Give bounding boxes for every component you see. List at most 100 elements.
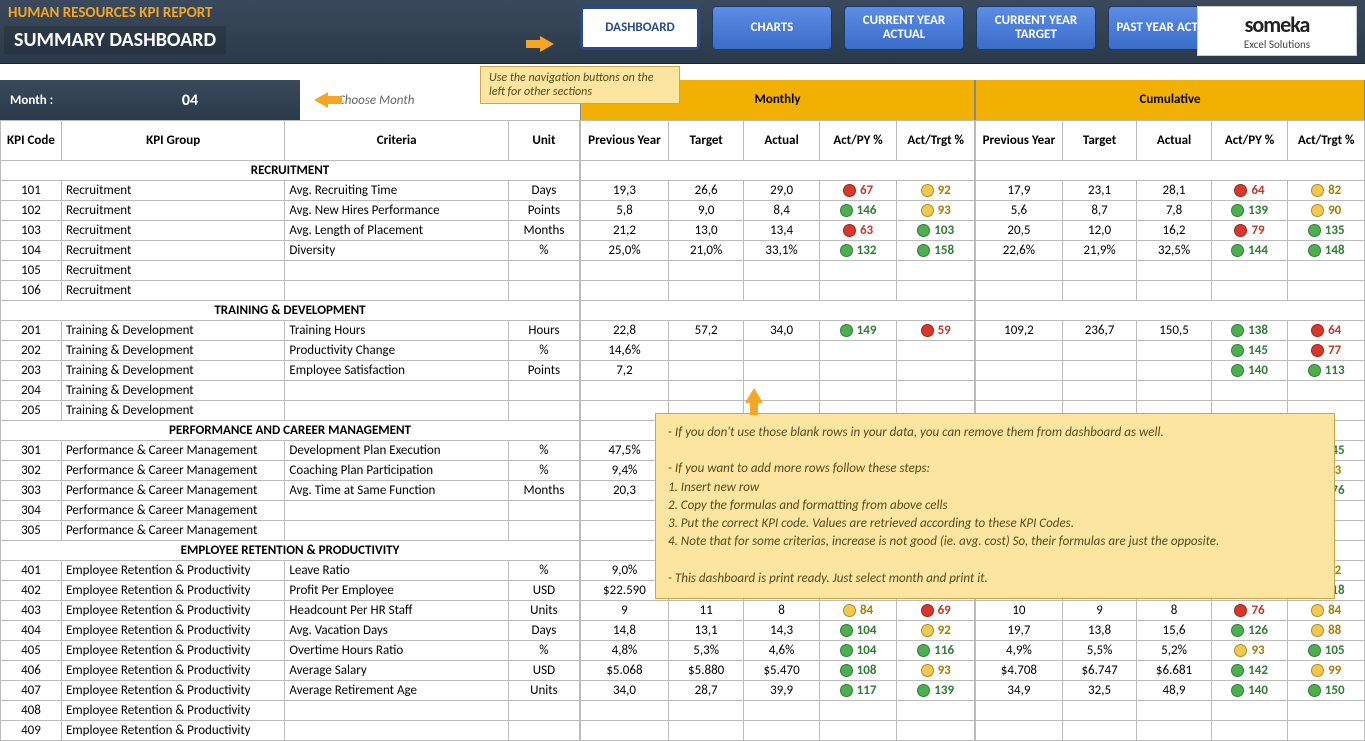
cell: [1062, 281, 1136, 301]
criteria-cell: Avg. Length of Placement: [285, 221, 508, 241]
pct-cell: 93: [897, 201, 975, 221]
cell: [581, 261, 669, 281]
unit-cell: [508, 701, 579, 721]
nav-cy-actual-button[interactable]: CURRENT YEAR ACTUAL: [844, 6, 964, 50]
pct-cell: [819, 721, 897, 741]
py-cell: 7,2: [581, 361, 669, 381]
pct-value: 150: [1325, 683, 1345, 698]
data-row: $5.068$5.880$5.47010893: [581, 661, 975, 681]
code-cell: 304: [1, 501, 62, 521]
status-dot-icon: [1311, 344, 1324, 357]
pct-cell: 76: [1211, 601, 1288, 621]
criteria-cell: Profit Per Employee: [285, 581, 508, 601]
choose-month-text: Choose Month: [338, 93, 414, 108]
status-dot-icon: [843, 604, 856, 617]
status-dot-icon: [921, 204, 934, 217]
data-row: 7,2: [581, 361, 975, 381]
kpi-row: 204Training & Development: [1, 381, 580, 401]
status-dot-icon: [1308, 684, 1321, 697]
pct-cell: 140: [1211, 361, 1288, 381]
pct-cell: 145: [1211, 341, 1288, 361]
code-cell: 302: [1, 461, 62, 481]
nav-charts-button[interactable]: CHARTS: [712, 6, 832, 50]
group-cell: Performance & Career Management: [61, 441, 284, 461]
pct-value: 69: [938, 603, 951, 618]
criteria-cell: Avg. Vacation Days: [285, 621, 508, 641]
status-dot-icon: [840, 324, 853, 337]
criteria-cell: Leave Ratio: [285, 561, 508, 581]
unit-cell: [508, 501, 579, 521]
kpi-row: 202Training & DevelopmentProductivity Ch…: [1, 341, 580, 361]
py-cell: 4,9%: [976, 641, 1063, 661]
pct-value: 104: [857, 643, 877, 658]
group-cell: Performance & Career Management: [61, 501, 284, 521]
pct-cell: [897, 721, 975, 741]
kpi-row: 402Employee Retention & ProductivityProf…: [1, 581, 580, 601]
kpi-left-table: KPI Code KPI Group Criteria Unit RECRUIT…: [0, 120, 580, 741]
unit-cell: [508, 721, 579, 741]
actual-cell: 16,2: [1137, 221, 1211, 241]
col-c-actual: Actual: [1137, 121, 1211, 161]
unit-cell: Months: [508, 481, 579, 501]
group-title: RECRUITMENT: [1, 161, 580, 181]
hint-instructions: - If you don't use those blank rows in y…: [655, 413, 1335, 599]
data-row: [976, 261, 1365, 281]
code-cell: 406: [1, 661, 62, 681]
criteria-cell: [285, 281, 508, 301]
py-cell: 9: [581, 601, 669, 621]
group-cell: Recruitment: [61, 201, 284, 221]
py-cell: $4.708: [976, 661, 1063, 681]
data-row: 34,932,548,9140150: [976, 681, 1365, 701]
py-cell: 21,2: [581, 221, 669, 241]
pct-cell: [819, 381, 897, 401]
code-cell: 105: [1, 261, 62, 281]
kpi-row: 106Recruitment: [1, 281, 580, 301]
py-cell: [976, 361, 1063, 381]
status-dot-icon: [840, 204, 853, 217]
unit-cell: USD: [508, 661, 579, 681]
actual-cell: 15,6: [1137, 621, 1211, 641]
data-row: [581, 261, 975, 281]
kpi-row: 409Employee Retention & Productivity: [1, 721, 580, 741]
month-selector[interactable]: Month : 04: [0, 80, 300, 120]
cell: [1137, 261, 1211, 281]
kpi-row: 105Recruitment: [1, 261, 580, 281]
target-cell: 5,3%: [668, 641, 743, 661]
nav-cy-target-button[interactable]: CURRENT YEAR TARGET: [976, 6, 1096, 50]
group-cell: Training & Development: [61, 321, 284, 341]
cell: [744, 701, 819, 721]
pct-cell: 84: [1288, 601, 1365, 621]
pct-cell: [1288, 721, 1365, 741]
status-dot-icon: [1231, 364, 1244, 377]
group-header-row: TRAINING & DEVELOPMENT: [1, 301, 580, 321]
spacer: [581, 301, 975, 321]
py-cell: 10: [976, 601, 1063, 621]
pct-cell: 103: [897, 221, 975, 241]
actual-cell: [1137, 361, 1211, 381]
nav-dashboard-button[interactable]: DASHBOARD: [580, 6, 700, 50]
pct-cell: [897, 341, 975, 361]
unit-cell: [508, 401, 579, 421]
group-cell: Employee Retention & Productivity: [61, 681, 284, 701]
pct-cell: [1288, 261, 1365, 281]
pct-cell: 139: [897, 681, 975, 701]
data-row: [581, 381, 975, 401]
logo-text: someka: [1245, 11, 1310, 38]
pct-cell: [897, 281, 975, 301]
pct-cell: 116: [897, 641, 975, 661]
target-cell: 13,8: [1062, 621, 1136, 641]
group-cell: Employee Retention & Productivity: [61, 721, 284, 741]
group-cell: Recruitment: [61, 241, 284, 261]
pct-value: 139: [1248, 203, 1268, 218]
status-dot-icon: [921, 624, 934, 637]
month-label: Month :: [10, 93, 90, 108]
pct-cell: [819, 261, 897, 281]
status-dot-icon: [1234, 184, 1247, 197]
pct-cell: 149: [819, 321, 897, 341]
cell: [744, 721, 819, 741]
cell: [1062, 721, 1136, 741]
pct-value: 138: [1248, 323, 1268, 338]
pct-cell: 93: [1211, 641, 1288, 661]
pct-value: 108: [857, 663, 877, 678]
cell: [581, 701, 669, 721]
